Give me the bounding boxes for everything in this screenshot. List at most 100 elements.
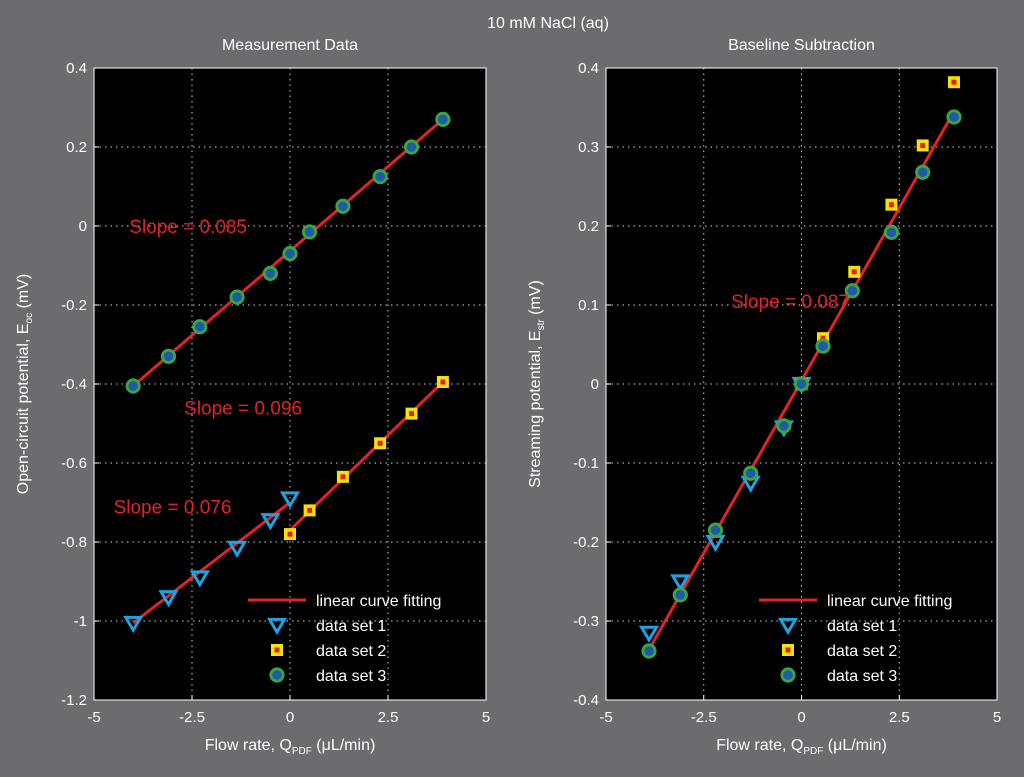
data-point-set-3 [844, 283, 860, 299]
x-tick-label: 5 [993, 709, 1001, 726]
fit-line [132, 501, 291, 625]
x-tick-label: 5 [482, 709, 490, 726]
slope-annotation: Slope = 0.076 [114, 497, 232, 518]
axes-frame [93, 67, 487, 701]
data-point-set-2 [336, 470, 349, 483]
data-point-set-3 [435, 111, 451, 127]
legend-set3-label: data set 3 [827, 668, 897, 685]
y-tick-label: -0.3 [573, 613, 599, 630]
legend-set3-label: data set 3 [316, 668, 386, 685]
slope-annotation: Slope = 0.087 [731, 292, 849, 313]
data-point-set-2 [848, 265, 861, 278]
x-tick-label: 2.5 [889, 709, 910, 726]
data-point-set-1 [638, 625, 660, 643]
panel-title: Measurement Data [222, 37, 358, 54]
slope-annotation: Slope = 0.096 [184, 399, 302, 420]
y-tick-label: 0.4 [66, 60, 87, 77]
x-axis-label: Flow rate, QPDF (μL/min) [716, 737, 887, 757]
data-point-set-1 [226, 540, 248, 559]
legend-set1-marker [777, 617, 799, 636]
legend-fit-label: linear curve fitting [827, 593, 952, 610]
series-data-set-3 [641, 109, 962, 659]
y-tick-label: -0.8 [61, 534, 87, 551]
legend-set1-label: data set 1 [827, 618, 897, 635]
data-point-set-2 [405, 407, 418, 420]
data-point-set-1 [158, 590, 179, 608]
legend-set2-marker [782, 644, 794, 656]
legend-set1-marker [266, 617, 288, 636]
y-tick-label: -0.2 [61, 297, 87, 314]
data-point-set-2 [374, 437, 387, 450]
data-point-set-2 [885, 198, 898, 211]
data-point-set-3 [883, 224, 900, 240]
slope-annotation: Slope = 0.085 [129, 217, 247, 238]
data-point-set-2 [916, 139, 929, 152]
legend: linear curve fitting data set 1 data set 2… [248, 593, 441, 685]
x-tick-label: -2.5 [691, 709, 717, 726]
data-point-set-3 [192, 319, 208, 335]
data-point-set-3 [403, 139, 420, 155]
y-tick-label: -0.4 [573, 692, 599, 709]
data-point-set-3 [672, 587, 688, 603]
x-tick-label: -5 [87, 709, 100, 726]
y-tick-label: -0.4 [61, 376, 87, 393]
y-tick-label: -1 [74, 613, 87, 630]
data-point-set-2 [436, 376, 449, 389]
y-axis-label: Open-circuit potential, Eoc (mV) [15, 274, 35, 494]
data-point-set-3 [335, 198, 351, 214]
data-point-set-3 [262, 265, 278, 281]
data-point-set-3 [125, 378, 141, 394]
x-axis-label: Flow rate, QPDF (μL/min) [205, 737, 376, 757]
data-point-set-3 [282, 246, 298, 262]
data-point-set-3 [372, 169, 388, 185]
legend-set2-label: data set 2 [316, 643, 386, 660]
data-point-set-3 [160, 348, 177, 364]
axes-frame [605, 67, 998, 701]
x-tick-label: -5 [599, 709, 612, 726]
legend-set2-marker [271, 644, 283, 656]
chart-panels: -5 -2.5 0 2.5 5 -1.2 -1 -0.8 -0.6 -0.4 -0.2 0 0.2 0.4… [15, 37, 1001, 757]
data-point-set-3 [641, 643, 657, 659]
data-point-set-3 [776, 418, 792, 434]
series-data-set-3 [125, 111, 451, 394]
data-point-set-3 [229, 289, 245, 305]
data-point-set-3 [707, 522, 724, 538]
panel-title: Baseline Subtraction [728, 37, 875, 54]
data-point-set-3 [915, 164, 931, 180]
y-tick-label: 0 [79, 218, 87, 235]
data-point-set-3 [743, 465, 759, 481]
y-tick-label: 0.2 [66, 139, 87, 156]
y-tick-label: -1.2 [61, 692, 87, 709]
x-tick-label: 2.5 [378, 709, 399, 726]
data-point-set-1 [260, 513, 281, 531]
y-tick-label: -0.6 [61, 455, 87, 472]
y-axis-label: Streaming potential, Estr (mV) [527, 280, 547, 488]
series-data-set-1 [123, 491, 301, 634]
data-point-set-2 [947, 76, 960, 89]
y-tick-label: -0.1 [573, 455, 599, 472]
data-point-set-3 [793, 376, 810, 392]
data-point-set-3 [301, 224, 318, 240]
legend-set3-marker [780, 667, 796, 683]
x-tick-label: 0 [286, 709, 294, 726]
series-data-set-2 [284, 376, 449, 541]
y-tick-label: -0.2 [573, 534, 599, 551]
data-point-set-2 [284, 528, 296, 541]
figure-title: 10 mM NaCl (aq) [487, 15, 609, 32]
y-tick-label: 0.1 [578, 297, 599, 314]
legend-set2-label: data set 2 [827, 643, 897, 660]
data-point-set-1 [123, 615, 144, 634]
data-point-set-1 [279, 491, 301, 509]
data-point-set-2 [303, 504, 316, 517]
y-tick-label: 0 [591, 376, 599, 393]
y-tick-label: 0.4 [578, 60, 599, 77]
x-tick-label: -2.5 [179, 709, 205, 726]
y-tick-label: 0.2 [578, 218, 599, 235]
panel-2: -5 -2.5 0 2.5 5 -0.4 -0.3 -0.2 -0.1 0 0.1 0.2 0.3 0.4… [527, 37, 1001, 757]
panel-1: -5 -2.5 0 2.5 5 -1.2 -1 -0.8 -0.6 -0.4 -0.2 0 0.2 0.4… [15, 37, 490, 757]
legend-set3-marker [269, 667, 285, 683]
data-point-set-1 [670, 574, 691, 592]
legend-set1-label: data set 1 [316, 618, 386, 635]
y-tick-label: 0.3 [578, 139, 599, 156]
